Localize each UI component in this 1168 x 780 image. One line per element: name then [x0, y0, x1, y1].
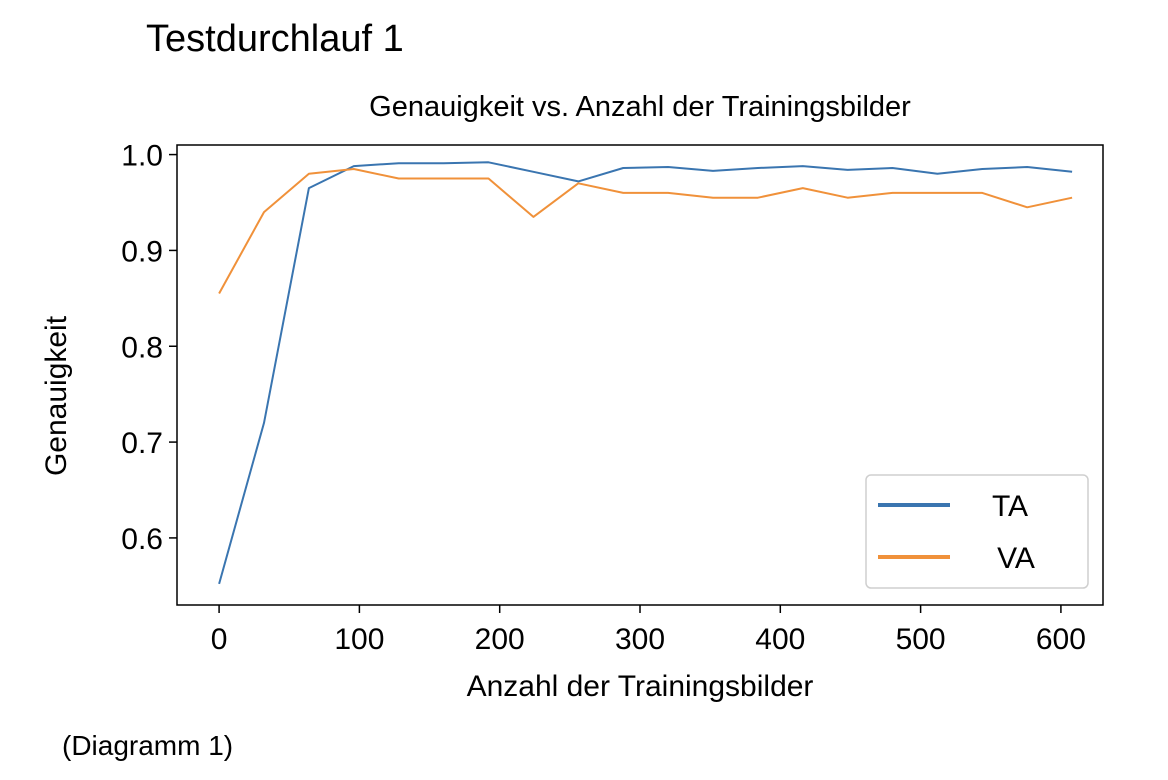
y-tick-label: 0.9 [121, 235, 163, 268]
legend-label-ta: TA [992, 490, 1028, 523]
legend: TA VA [865, 474, 1089, 589]
x-tick-label: 0 [211, 623, 228, 656]
x-tick-label: 600 [1036, 623, 1086, 656]
y-tick-label: 1.0 [121, 140, 163, 173]
page-heading: Testdurchlauf 1 [146, 18, 404, 60]
series-line-ta [218, 161, 1073, 585]
chart-title: Genauigkeit vs. Anzahl der Trainingsbild… [369, 91, 911, 123]
series-layer [218, 161, 1073, 585]
legend-label-va: VA [997, 542, 1035, 575]
y-axis: 0.6 0.7 0.8 0.9 1.0 [121, 140, 177, 556]
y-tick-label: 0.7 [121, 427, 163, 460]
y-tick-label: 0.6 [121, 523, 163, 556]
series-line-va [218, 168, 1073, 294]
y-axis-label: Genauigkeit [40, 315, 73, 476]
x-tick-label: 500 [896, 623, 946, 656]
y-tick-label: 0.8 [121, 331, 163, 364]
x-tick-label: 300 [615, 623, 665, 656]
x-axis: 0 100 200 300 400 500 600 [211, 605, 1086, 656]
x-tick-label: 200 [475, 623, 525, 656]
figure-caption: (Diagramm 1) [62, 730, 234, 761]
x-tick-label: 400 [755, 623, 805, 656]
x-axis-label: Anzahl der Trainingsbilder [467, 670, 814, 703]
x-tick-label: 100 [334, 623, 384, 656]
legend-box [865, 474, 1089, 589]
